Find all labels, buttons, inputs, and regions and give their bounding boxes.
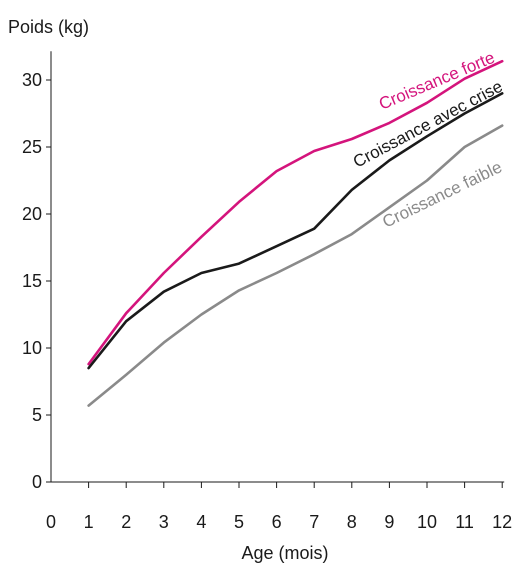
- y-tick-label: 5: [32, 405, 42, 425]
- y-ticks: 0 5 10 15 20 25 30: [22, 70, 51, 492]
- series-lines: [87, 59, 504, 407]
- x-tick-label: 11: [455, 512, 474, 532]
- x-tick-label: 3: [159, 512, 169, 532]
- x-ticks: 0 1 2 3 4 5 6 7 8 9 10 11 12: [46, 482, 512, 532]
- series-line-croissance-forte: [87, 59, 504, 366]
- x-tick-label: 1: [84, 512, 94, 532]
- x-axis-title: Age (mois): [241, 543, 328, 563]
- y-tick-label: 30: [22, 70, 42, 90]
- y-tick-label: 0: [32, 472, 42, 492]
- x-tick-label: 12: [492, 512, 512, 532]
- x-tick-label: 4: [196, 512, 206, 532]
- y-tick-label: 15: [22, 271, 42, 291]
- y-tick-label: 10: [22, 338, 42, 358]
- x-tick-label: 8: [347, 512, 357, 532]
- y-axis-title: Poids (kg): [8, 17, 89, 37]
- series-line-croissance-avec-crise: [87, 92, 504, 370]
- x-tick-label: 2: [121, 512, 131, 532]
- x-tick-label: 7: [309, 512, 319, 532]
- x-tick-label: 10: [417, 512, 437, 532]
- x-tick-label: 5: [234, 512, 244, 532]
- series-line-croissance-faible: [87, 124, 504, 407]
- y-tick-label: 25: [22, 137, 42, 157]
- x-tick-label: 9: [384, 512, 394, 532]
- x-tick-label: 6: [272, 512, 282, 532]
- y-tick-label: 20: [22, 204, 42, 224]
- x-tick-label: 0: [46, 512, 56, 532]
